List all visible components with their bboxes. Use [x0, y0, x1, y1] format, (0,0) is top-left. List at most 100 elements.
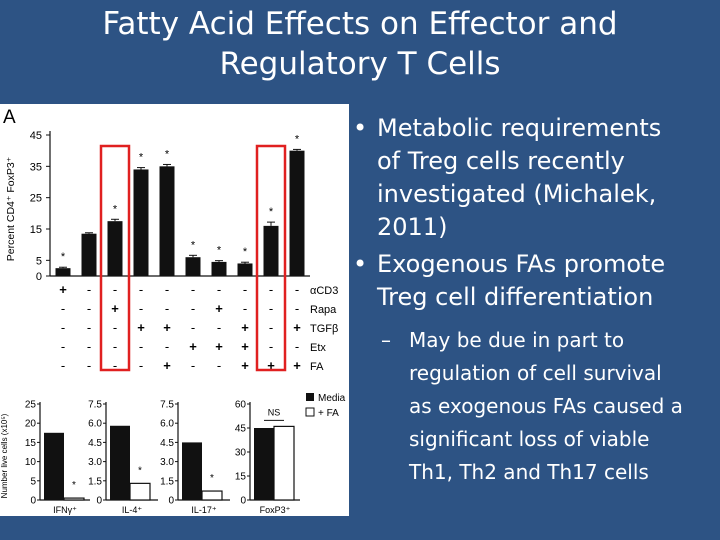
panel-a-condition-mark-3-5: +	[189, 339, 197, 354]
panel-a-bar-6	[211, 261, 227, 276]
panel-a-significance-6: *	[217, 245, 222, 257]
bullet-2: • Exogenous FAs promote Treg cell differ…	[351, 248, 716, 314]
panel-b2-y-tick-label-5: 7.5	[160, 400, 174, 411]
panel-a-condition-mark-0-8: -	[269, 282, 273, 297]
panel-a-bar-3	[133, 169, 149, 276]
panel-a-condition-mark-3-4: -	[165, 339, 169, 354]
panel-a-significance-9: *	[295, 133, 300, 145]
panel-b-y-label: Number live cells (x10⁵)	[0, 413, 9, 498]
panel-b0-y-tick-label-3: 15	[25, 438, 37, 449]
panel-a-condition-mark-4-0: -	[61, 358, 65, 373]
panel-a-condition-mark-4-1: -	[87, 358, 91, 373]
panel-a-condition-mark-3-2: -	[113, 339, 117, 354]
bullet-2-marker: •	[353, 250, 368, 278]
panel-b0-y-tick-label-0: 0	[30, 496, 36, 507]
panel-a-significance-8: *	[269, 206, 274, 218]
panel-b2-significance: *	[210, 473, 214, 484]
panel-a-bar-0	[55, 268, 71, 276]
panel-a-condition-mark-4-7: +	[241, 358, 249, 373]
figure-panel: A Percent CD4⁺ FoxP3⁺ 0 5 15 25 35 45 * * * * * * * * * +…	[0, 104, 349, 516]
sub-bullet-line-3: as exogenous FAs caused a	[409, 394, 683, 418]
panel-b1-bar-fa	[129, 482, 151, 501]
panel-a-condition-mark-4-2: -	[113, 358, 117, 373]
panel-b2-y-tick-label-1: 1.5	[160, 476, 174, 487]
panel-b3-y-tick-label-3: 45	[235, 424, 247, 435]
bullet-1: • Metabolic requirements of Treg cells r…	[351, 112, 716, 244]
panel-b-legend-swatch-media	[306, 393, 314, 401]
sub-bullet: – May be due in part to regulation of ce…	[351, 324, 716, 489]
panel-a-condition-mark-2-1: -	[87, 320, 91, 335]
panel-a-bar-4	[159, 166, 175, 276]
panel-a-condition-mark-3-6: +	[215, 339, 223, 354]
panel-a-condition-mark-2-9: +	[293, 320, 301, 335]
sub-bullet-line-5: Th1, Th2 and Th17 cells	[409, 460, 649, 484]
panel-a-bar-8	[263, 225, 279, 276]
panel-a-condition-mark-1-7: -	[243, 301, 247, 316]
panel-a-y-tick-label-3: 25	[30, 193, 42, 205]
panel-a-highlight-box-0	[99, 144, 131, 372]
panel-a-condition-mark-0-6: -	[217, 282, 221, 297]
panel-b1-y-tick-label-4: 6.0	[88, 419, 102, 430]
panel-a-condition-label-2: TGFβ	[310, 323, 338, 335]
panel-a-condition-mark-4-3: -	[139, 358, 143, 373]
panel-b2-y-tick-label-4: 6.0	[160, 419, 174, 430]
panel-b3-bar-media	[254, 428, 274, 500]
panel-b1-y-tick-label-3: 4.5	[88, 438, 102, 449]
panel-a-label: A	[3, 107, 16, 128]
panel-a-significance-7: *	[243, 246, 248, 258]
panel-b-category-label-1: IL-4⁺	[122, 505, 143, 515]
panel-b3-y-tick-label-0: 0	[240, 496, 246, 507]
panel-a-condition-mark-3-8: -	[269, 339, 273, 354]
panel-b2-bar-fa	[201, 490, 223, 501]
bullet-list: • Metabolic requirements of Treg cells r…	[351, 112, 716, 489]
panel-a-y-tick-label-2: 15	[30, 224, 42, 236]
panel-a-condition-mark-2-4: +	[163, 320, 171, 335]
panel-a-condition-mark-0-0: +	[59, 282, 67, 297]
panel-b1-bar-media	[110, 425, 130, 500]
panel-a-condition-mark-4-6: -	[217, 358, 221, 373]
bullet-1-marker: •	[353, 114, 368, 142]
panel-b0-y-tick-label-1: 5	[30, 476, 36, 487]
panel-a-condition-label-0: αCD3	[310, 285, 338, 297]
panel-a-condition-mark-0-7: -	[243, 282, 247, 297]
panel-a-condition-label-3: Etx	[310, 342, 326, 354]
panel-a-condition-label-4: FA	[310, 361, 324, 373]
slide-title: Fatty Acid Effects on Effector and Regul…	[0, 4, 720, 84]
panel-b1-y-tick-label-2: 3.0	[88, 457, 102, 468]
panel-b2-y-tick-label-2: 3.0	[160, 457, 174, 468]
panel-b3-y-tick-label-2: 30	[235, 448, 247, 459]
panel-b3-bar-fa	[273, 425, 295, 501]
panel-a-significance-5: *	[191, 239, 196, 251]
panel-b-category-label-0: IFNγ⁺	[53, 505, 77, 515]
panel-a-condition-mark-1-1: -	[87, 301, 91, 316]
panel-b1-y-tick-label-5: 7.5	[88, 400, 102, 411]
bullet-1-line-1: Metabolic requirements	[377, 114, 662, 142]
panel-a-significance-0: *	[61, 251, 66, 263]
panel-b2-y-tick-label-0: 0	[168, 496, 174, 507]
panel-a-y-tick-label-5: 45	[30, 130, 42, 142]
panel-b1-significance: *	[138, 465, 142, 476]
panel-a-y-tick-label-1: 5	[36, 255, 42, 267]
panel-b0-significance: *	[72, 480, 76, 491]
bullet-2-line-1: Exogenous FAs promote	[377, 250, 666, 278]
panel-a-significance-2: *	[113, 203, 118, 215]
panel-b-category-label-2: IL-17⁺	[191, 505, 217, 515]
panel-a-condition-mark-2-0: -	[61, 320, 65, 335]
panel-a-condition-mark-3-7: +	[241, 339, 249, 354]
panel-a-condition-mark-1-3: -	[139, 301, 143, 316]
panel-a-highlight-box-1	[255, 144, 287, 372]
sub-bullet-marker: –	[381, 328, 391, 352]
panel-a-condition-mark-1-4: -	[165, 301, 169, 316]
panel-b0-bar-media	[44, 432, 64, 500]
panel-a-y-label: Percent CD4⁺ FoxP3⁺	[5, 156, 17, 261]
panel-a-y-tick-label-0: 0	[36, 271, 42, 283]
panel-a-condition-mark-2-3: +	[137, 320, 145, 335]
panel-a-bar-2	[107, 221, 123, 276]
panel-a-significance-3: *	[139, 152, 144, 164]
panel-b1-y-tick-label-1: 1.5	[88, 476, 102, 487]
bullet-1-line-3: investigated (Michalek,	[377, 180, 657, 208]
panel-a-condition-mark-3-0: -	[61, 339, 65, 354]
panel-a-condition-mark-1-5: -	[191, 301, 195, 316]
panel-a-condition-mark-1-2: +	[111, 301, 119, 316]
panel-a-condition-mark-0-4: -	[165, 282, 169, 297]
